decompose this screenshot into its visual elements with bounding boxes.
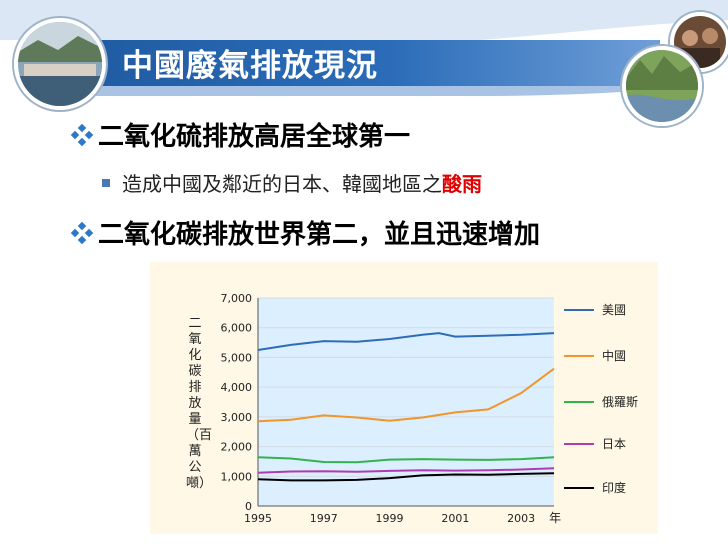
legend-label: 印度 bbox=[602, 480, 626, 495]
x-tick-label: 1999 bbox=[376, 512, 404, 525]
y-tick-label: 0 bbox=[245, 500, 252, 513]
chart-canvas: 0 1,000 2,000 3,000 4,000 5,000 6,000 7,000 1995… bbox=[221, 292, 639, 525]
y-tick-label: 7,000 bbox=[221, 292, 253, 305]
dam-photo bbox=[14, 18, 106, 110]
legend-label: 日本 bbox=[602, 437, 626, 451]
square-bullet-icon bbox=[102, 178, 110, 187]
series-line-4 bbox=[257, 467, 555, 474]
x-tick-label: 1995 bbox=[244, 512, 272, 525]
diamond-bullet-icon bbox=[70, 221, 94, 244]
bullet-co2-text: 二氧化碳排放世界第二，並且迅速增加 bbox=[98, 220, 541, 250]
slide-title: 中國廢氣排放現況 bbox=[122, 48, 378, 84]
y-tick-label: 6,000 bbox=[221, 322, 253, 335]
bullet-acid-rain: 造成中國及鄰近的日本、韓國地區之 酸雨 bbox=[102, 168, 482, 197]
legend-label: 俄羅斯 bbox=[602, 395, 638, 409]
series-line-2 bbox=[257, 367, 555, 423]
series-line-3 bbox=[257, 456, 555, 464]
bullet-acid-rain-text: 造成中國及鄰近的日本、韓國地區之 bbox=[122, 172, 442, 196]
bullet-co2: 二氧化碳排放世界第二，並且迅速增加 bbox=[70, 214, 540, 251]
series-line-5 bbox=[257, 472, 555, 482]
bullet-so2-text: 二氧化硫排放高居全球第一 bbox=[98, 122, 411, 152]
y-tick-label: 4,000 bbox=[221, 381, 253, 394]
bullet-so2: 二氧化硫排放高居全球第一 bbox=[70, 116, 410, 153]
header-band bbox=[0, 0, 728, 118]
diamond-bullet-icon bbox=[70, 123, 94, 146]
legend-label: 中國 bbox=[602, 348, 626, 363]
legend-label: 美國 bbox=[602, 303, 626, 317]
landscape-photo bbox=[622, 46, 702, 126]
x-tick-label: 1997 bbox=[310, 512, 338, 525]
acid-rain-highlight: 酸雨 bbox=[442, 172, 482, 196]
x-tick-label: 2001 bbox=[441, 512, 469, 525]
y-tick-label: 3,000 bbox=[221, 411, 253, 424]
y-tick-label: 1,000 bbox=[221, 470, 253, 483]
co2-chart: 二氧化碳排放量（百萬公噸） 0 1,000 2,000 3,000 4,000 5,000… bbox=[150, 262, 658, 534]
y-tick-label: 5,000 bbox=[221, 351, 253, 364]
x-tick-label: 2003 bbox=[507, 512, 535, 525]
y-tick-label: 2,000 bbox=[221, 441, 253, 454]
x-unit-label: 年 bbox=[549, 511, 561, 525]
series-line-1 bbox=[257, 332, 555, 351]
